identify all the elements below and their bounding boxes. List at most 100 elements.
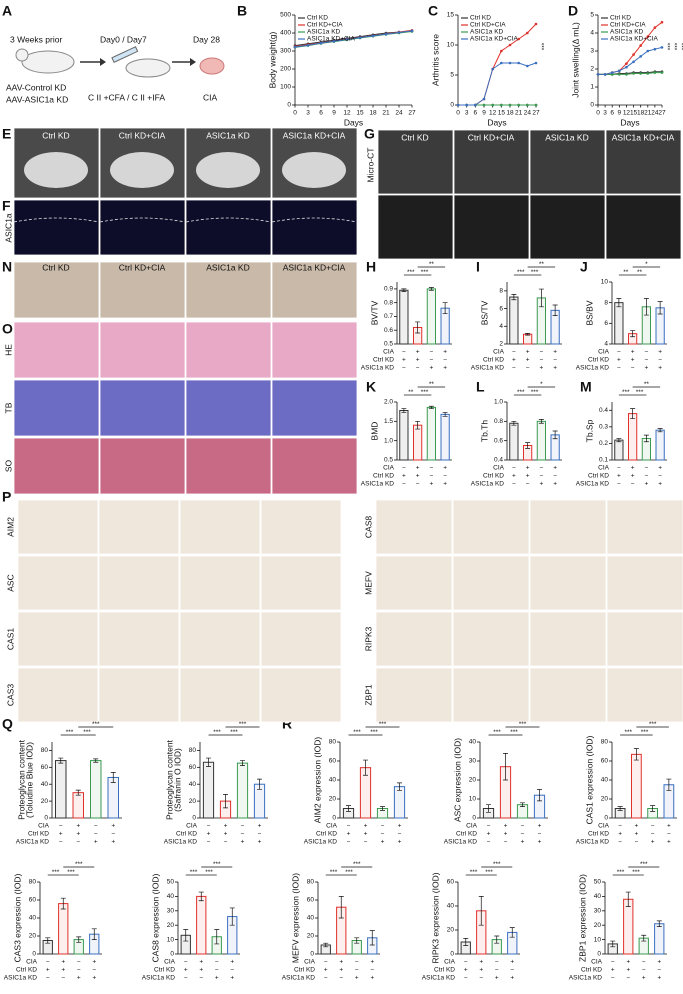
error-bar xyxy=(538,419,544,424)
y-tick-label: 40 xyxy=(189,781,197,788)
condition-sign: + xyxy=(416,357,420,364)
condition-sign: − xyxy=(644,357,648,364)
x-tick-label: 12 xyxy=(343,110,351,117)
image-p xyxy=(529,555,607,611)
condition-sign: − xyxy=(538,831,542,838)
data-point xyxy=(632,53,635,56)
condition-sign: − xyxy=(626,975,630,982)
image-p xyxy=(606,499,683,555)
error-bar xyxy=(93,758,99,763)
condition-sign: − xyxy=(324,959,328,966)
condition-label: CIA xyxy=(383,349,395,356)
condition-sign: − xyxy=(512,365,516,372)
x-tick-label: 6 xyxy=(610,110,614,117)
significance: ** xyxy=(429,261,435,268)
x-tick-label: 12 xyxy=(489,110,497,117)
condition-sign: + xyxy=(631,465,635,472)
condition-sign: + xyxy=(642,975,646,982)
mouse-silhouette xyxy=(282,152,346,188)
y-axis-label: BS/BV xyxy=(584,300,594,325)
condition-sign: + xyxy=(111,839,115,846)
arrow-head xyxy=(190,58,196,66)
y-tick-label: 20 xyxy=(167,922,175,929)
condition-sign: + xyxy=(429,481,433,488)
condition-label: Ctrl KD xyxy=(176,831,197,838)
error-bar xyxy=(616,298,622,308)
condition-label: ASIC1a KD xyxy=(569,975,603,982)
y-tick-label: 0.5 xyxy=(384,341,393,348)
condition-sign: − xyxy=(539,349,543,356)
group-label: Ctrl KD+CIA xyxy=(119,262,166,272)
significance: ** xyxy=(637,269,643,276)
condition-label: Ctrl KD xyxy=(28,831,49,838)
condition-sign: − xyxy=(644,473,648,480)
x-tick-label: 0 xyxy=(456,110,460,117)
data-point xyxy=(474,103,477,107)
error-bar xyxy=(415,321,421,334)
image-o xyxy=(13,437,100,495)
bar xyxy=(196,895,207,955)
condition-sign: + xyxy=(644,365,648,372)
data-point xyxy=(646,35,650,38)
y-tick-label: 0 xyxy=(450,951,454,958)
condition-sign: + xyxy=(521,839,525,846)
condition-label: ASIC1a KD xyxy=(576,365,610,372)
condition-sign: + xyxy=(495,975,499,982)
data-point xyxy=(456,103,460,107)
image-g xyxy=(605,129,682,195)
condition-sign: + xyxy=(526,473,530,480)
error-bar xyxy=(666,778,672,791)
y-axis-label: ASC expression (IOD) xyxy=(452,738,462,822)
y-tick-label: 50 xyxy=(167,879,175,886)
significance: *** xyxy=(205,869,213,876)
condition-sign: − xyxy=(443,473,447,480)
y-tick-label: 0 xyxy=(32,951,36,958)
y-tick-label: 1 xyxy=(590,84,594,91)
data-point xyxy=(653,26,657,29)
y-tick-label: 400 xyxy=(280,30,291,37)
error-bar xyxy=(369,930,375,946)
bar xyxy=(107,776,119,819)
image-g xyxy=(529,129,606,195)
error-bar xyxy=(60,897,66,910)
significance: ** xyxy=(539,261,545,268)
condition-label: CIA xyxy=(598,823,610,830)
condition-label: CIA xyxy=(598,465,610,472)
error-bar xyxy=(346,805,351,812)
bar xyxy=(628,413,638,461)
y-axis-label: Proteoglycan content xyxy=(164,739,174,819)
condition-label: Ctrl KD xyxy=(373,357,394,364)
data-point xyxy=(508,103,512,107)
y-tick-label: 0 xyxy=(590,102,594,109)
condition-sign: + xyxy=(207,831,211,838)
error-bar xyxy=(656,920,662,927)
y-tick-label: 4 xyxy=(590,30,594,37)
condition-label: Ctrl KD xyxy=(16,967,37,974)
condition-sign: + xyxy=(94,839,98,846)
stain-label: ASIC1a xyxy=(3,213,13,243)
condition-sign: + xyxy=(402,357,406,364)
significance: *** xyxy=(517,389,525,396)
data-point xyxy=(639,44,642,47)
condition-sign: − xyxy=(199,975,203,982)
error-bar xyxy=(45,937,51,944)
x-tick-label: 3 xyxy=(465,110,469,117)
error-bar xyxy=(428,287,434,291)
data-point xyxy=(534,103,538,107)
error-bar xyxy=(503,753,508,781)
condition-sign: − xyxy=(504,839,508,846)
panel-letter: L xyxy=(476,379,485,395)
bar xyxy=(614,439,624,461)
error-bar xyxy=(625,891,631,907)
image-p xyxy=(529,667,607,723)
data-point xyxy=(491,67,494,71)
data-point xyxy=(332,39,336,43)
condition-sign: + xyxy=(553,465,557,472)
mouse-silhouette xyxy=(196,152,260,188)
condition-sign: + xyxy=(416,465,420,472)
condition-sign: − xyxy=(495,967,499,974)
data-point xyxy=(653,47,657,51)
data-point xyxy=(610,71,614,74)
x-tick-label: 12 xyxy=(623,110,631,117)
y-tick-label: 0.7 xyxy=(384,313,393,320)
